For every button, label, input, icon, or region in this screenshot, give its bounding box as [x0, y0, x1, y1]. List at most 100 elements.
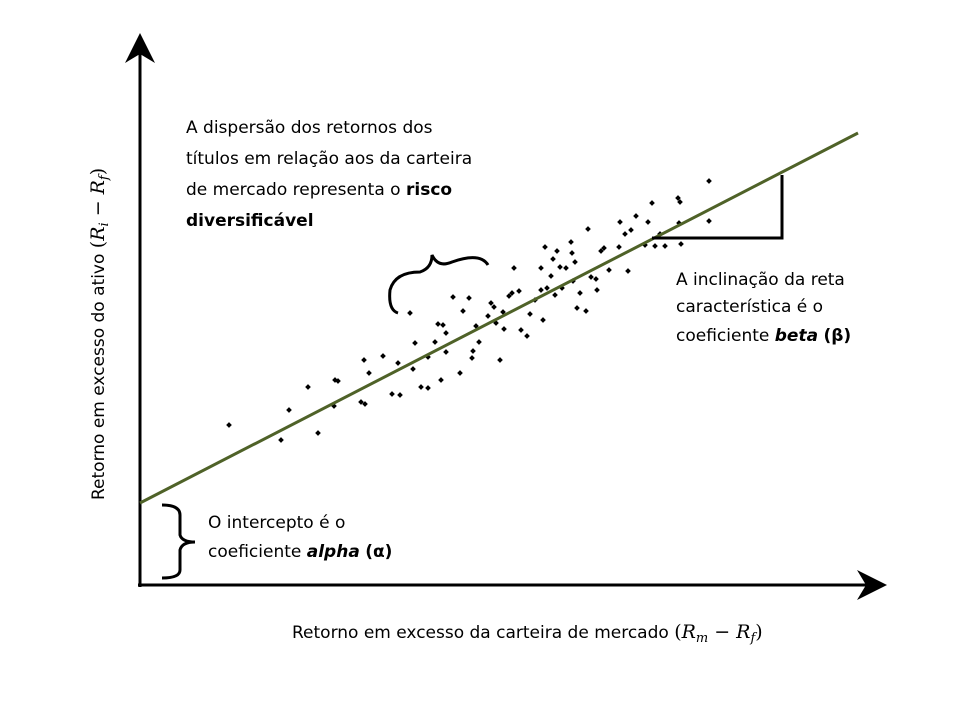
point [460, 308, 466, 314]
slope-text: A inclinação da reta característica é o … [676, 270, 851, 346]
point [593, 276, 599, 282]
point [366, 370, 372, 376]
math: f [749, 631, 757, 646]
point [518, 327, 524, 333]
point [568, 239, 574, 245]
bold-span: (α) [365, 542, 392, 562]
math: ) [755, 621, 762, 643]
point [286, 407, 292, 413]
text-line: coeficiente alpha (α) [208, 542, 392, 562]
point [501, 326, 507, 332]
point [706, 218, 712, 224]
point [473, 323, 479, 329]
point [606, 267, 612, 273]
point [598, 248, 604, 254]
point [633, 213, 639, 219]
point [548, 273, 554, 279]
point [601, 245, 607, 251]
point [628, 227, 634, 233]
text-span: Retorno em excesso do ativo [89, 254, 109, 500]
point [569, 250, 575, 256]
text-line: A inclinação da reta [676, 270, 845, 290]
point [485, 313, 491, 319]
point [305, 384, 311, 390]
point [552, 292, 558, 298]
point [652, 243, 658, 249]
math: R [87, 180, 109, 195]
point [662, 243, 668, 249]
italic-bold-span: alpha [307, 542, 360, 562]
point [617, 219, 623, 225]
point [594, 287, 600, 293]
intercept-brace [161, 503, 196, 580]
point [440, 322, 446, 328]
point [616, 244, 622, 250]
math: ) [87, 168, 109, 175]
point [491, 304, 497, 310]
point [435, 321, 441, 327]
bold-span: risco [406, 180, 452, 200]
point [407, 310, 413, 316]
math: − [714, 621, 730, 643]
point [361, 357, 367, 363]
point [443, 330, 449, 336]
point [557, 264, 563, 270]
point [622, 231, 628, 237]
point [645, 219, 651, 225]
point [389, 391, 395, 397]
point [542, 244, 548, 250]
point [315, 430, 321, 436]
point [497, 357, 503, 363]
point [574, 305, 580, 311]
math: R [735, 621, 750, 643]
math: i [97, 222, 112, 226]
math: ( [87, 241, 109, 248]
point [577, 290, 583, 296]
text-span: coeficiente [208, 542, 301, 562]
intercept-text: O intercepto é o coeficiente alpha (α) [208, 513, 392, 562]
point [675, 195, 681, 201]
point [278, 437, 284, 443]
point [506, 293, 512, 299]
point [425, 385, 431, 391]
math: R [87, 226, 109, 241]
point [450, 294, 456, 300]
point [500, 309, 506, 315]
point [554, 248, 560, 254]
point [677, 199, 683, 205]
point [544, 285, 550, 291]
point [550, 256, 556, 262]
point [362, 401, 368, 407]
math: m [696, 631, 708, 646]
math: f [97, 173, 112, 181]
point [418, 384, 424, 390]
text-span: de mercado representa o [186, 180, 401, 200]
point [397, 392, 403, 398]
point [583, 308, 589, 314]
x-axis-label: Retorno em excesso da carteira de mercad… [292, 621, 763, 646]
point [469, 355, 475, 361]
text-line: de mercado representa o risco [186, 180, 452, 200]
point [226, 422, 232, 428]
point [438, 377, 444, 383]
point [380, 353, 386, 359]
text-span: coeficiente [676, 326, 769, 346]
point [410, 366, 416, 372]
point [588, 274, 594, 280]
point [563, 265, 569, 271]
point [572, 259, 578, 265]
point [358, 399, 364, 405]
dispersion-brace [388, 254, 490, 315]
point [412, 340, 418, 346]
dispersion-text: A dispersão dos retornos dos títulos em … [186, 118, 472, 231]
point [706, 178, 712, 184]
point [457, 370, 463, 376]
point [625, 268, 631, 274]
math: − [87, 200, 109, 216]
point [466, 295, 472, 301]
point [488, 300, 494, 306]
point [538, 287, 544, 293]
point [335, 378, 341, 384]
